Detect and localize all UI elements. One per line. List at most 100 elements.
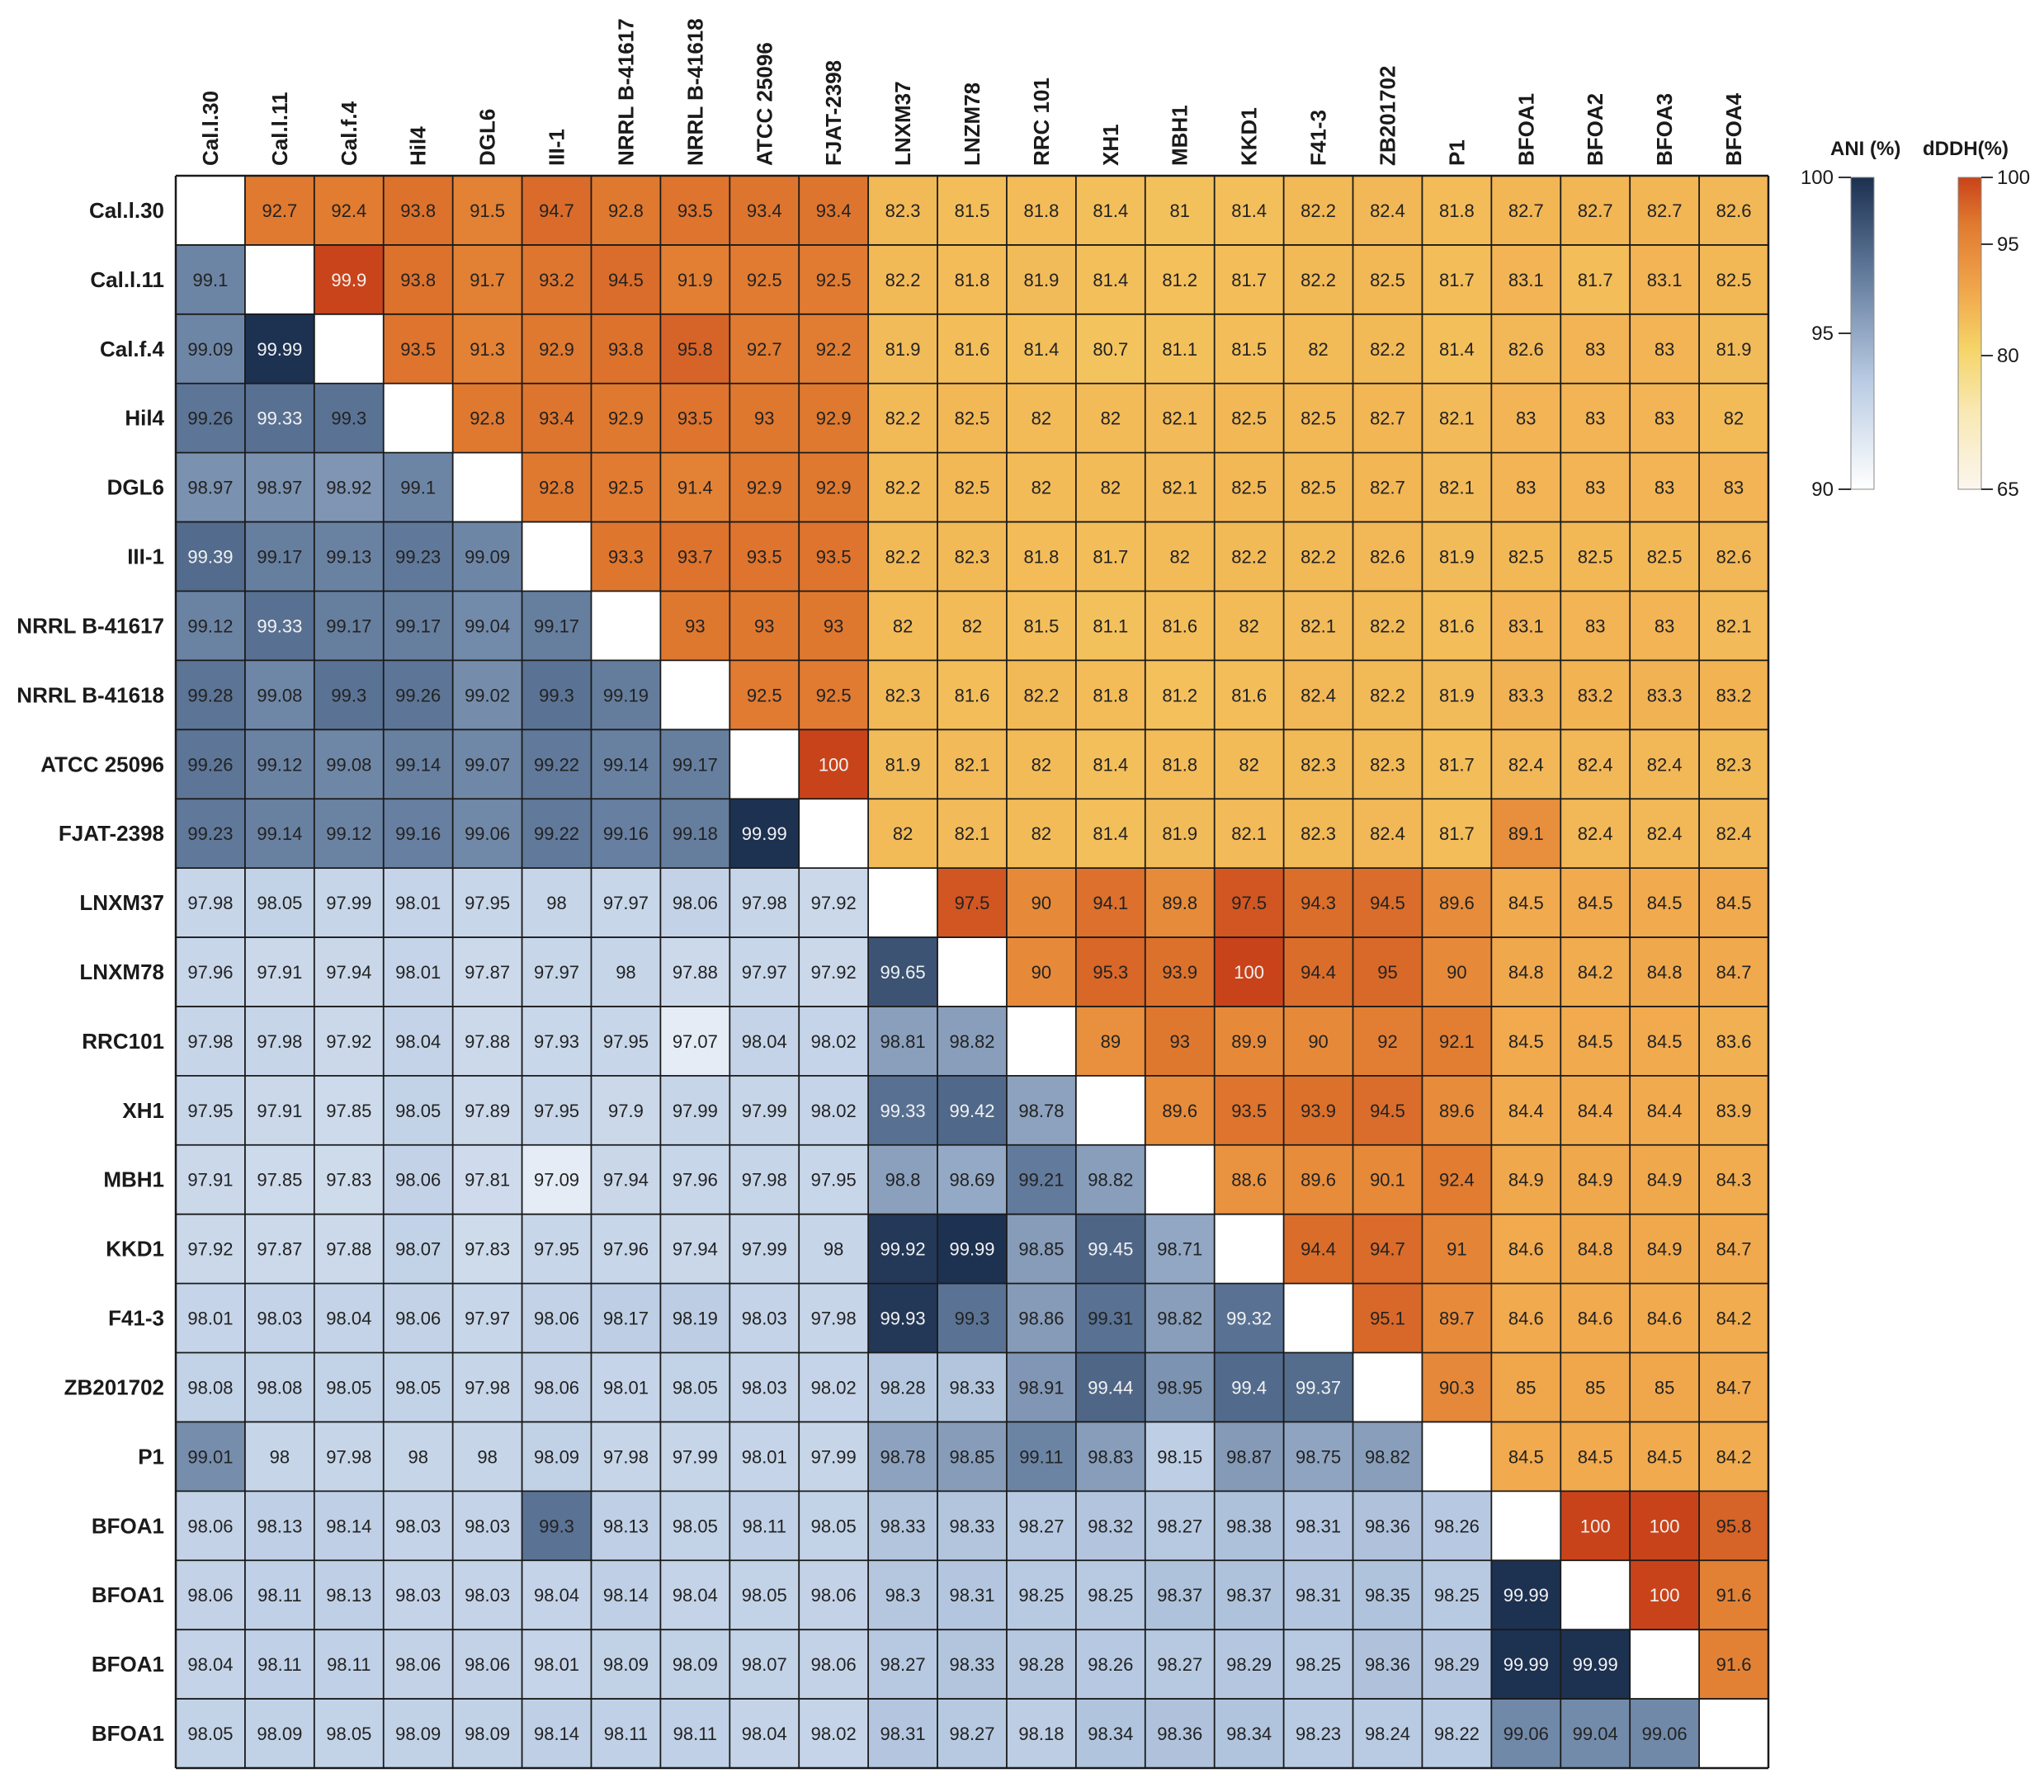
heatmap-cell	[452, 937, 522, 1007]
heatmap-cell	[1422, 1422, 1492, 1492]
heatmap-cell	[244, 660, 314, 730]
heatmap-cell	[1145, 1283, 1215, 1353]
heatmap-cell-value: 82.5	[1508, 547, 1544, 568]
heatmap-cell-value: 98.13	[326, 1585, 371, 1606]
heatmap-cell-value: 83.1	[1647, 270, 1683, 290]
heatmap-cell	[1075, 1422, 1145, 1492]
heatmap-cell-value: 91.4	[677, 478, 713, 498]
heatmap-cell	[1699, 1144, 1768, 1214]
heatmap-cell	[1630, 937, 1700, 1007]
heatmap-cell	[1145, 1699, 1215, 1768]
heatmap-cell	[383, 176, 453, 245]
heatmap-cell-value: 85	[1516, 1377, 1536, 1398]
heatmap-cell-value: 81.9	[1023, 270, 1059, 290]
ddh-tick-100: 100	[1997, 167, 2030, 189]
heatmap-cell-value: 98.05	[395, 1101, 441, 1121]
heatmap-cell-value: 92.5	[816, 685, 852, 705]
heatmap-cell	[383, 1699, 453, 1768]
heatmap-cell	[452, 1560, 522, 1630]
heatmap-cell-value: 98.23	[1296, 1724, 1341, 1744]
heatmap-cell	[799, 591, 869, 661]
heatmap-cell	[1283, 1144, 1353, 1214]
heatmap-cell-value: 99.01	[187, 1446, 233, 1467]
heatmap-cell	[176, 1283, 245, 1353]
heatmap-cell-value: 85	[1655, 1377, 1674, 1398]
heatmap-cell	[799, 1560, 869, 1630]
heatmap-cell-value: 81.9	[885, 339, 921, 360]
heatmap-cell-value: 98.82	[949, 1031, 994, 1052]
heatmap-cell	[1630, 1699, 1700, 1768]
heatmap-cell	[868, 1699, 938, 1768]
heatmap-cell	[868, 937, 938, 1007]
heatmap-cell	[314, 314, 384, 384]
heatmap-cell-value: 98.05	[811, 1516, 857, 1536]
heatmap-cell-value: 82	[1101, 408, 1121, 429]
heatmap-cell-value: 95	[1377, 962, 1397, 983]
heatmap-cell	[1630, 452, 1700, 522]
heatmap-cell-value: 93.2	[539, 270, 574, 290]
heatmap-cell	[1699, 868, 1768, 938]
heatmap-cell	[1560, 729, 1631, 799]
heatmap-cell	[1352, 176, 1423, 245]
heatmap-cell	[1422, 1283, 1492, 1353]
heatmap-cell	[1145, 383, 1215, 453]
heatmap-cell-value: 90.3	[1439, 1377, 1475, 1398]
heatmap-cell	[1491, 1629, 1561, 1700]
heatmap-cell	[314, 868, 384, 938]
heatmap-cell-value: 82.3	[955, 547, 990, 568]
heatmap-cell	[868, 799, 938, 869]
heatmap-cell	[522, 1144, 592, 1214]
heatmap-cell	[799, 660, 869, 730]
heatmap-cell-value: 100	[1650, 1516, 1680, 1536]
heatmap-cell	[1491, 1075, 1561, 1145]
heatmap-cell-value: 98	[616, 962, 635, 983]
heatmap-cell	[314, 1283, 384, 1353]
heatmap-cell	[1145, 591, 1215, 661]
heatmap-cell-value: 84.7	[1716, 962, 1752, 983]
heatmap-cell-value: 97.91	[257, 962, 302, 983]
heatmap-cell	[176, 799, 245, 869]
heatmap-cell-value: 98.03	[742, 1377, 787, 1398]
heatmap-cell-value: 82.7	[1370, 478, 1405, 498]
heatmap-cell	[868, 591, 938, 661]
heatmap-cell	[1630, 799, 1700, 869]
heatmap-cell-value: 83	[1585, 339, 1605, 360]
column-label: NRRL B-41617	[613, 18, 638, 166]
heatmap-cell-value: 92.7	[262, 200, 297, 221]
heatmap-cell-value: 98.13	[257, 1516, 302, 1536]
heatmap-cell-value: 84.6	[1578, 1309, 1613, 1329]
heatmap-cell	[383, 452, 453, 522]
heatmap-cell-value: 98.02	[811, 1377, 857, 1398]
heatmap-cell-value: 98.33	[949, 1516, 994, 1536]
heatmap-cell-value: 93.8	[400, 200, 436, 221]
heatmap-cell	[1075, 1491, 1145, 1561]
heatmap-cell-value: 93	[754, 408, 774, 429]
heatmap-cell-value: 90.1	[1370, 1170, 1405, 1191]
heatmap-cell	[176, 729, 245, 799]
heatmap-cell-value: 98.14	[534, 1724, 579, 1744]
heatmap-cell-value: 99.65	[880, 962, 926, 983]
heatmap-cell-value: 98.78	[880, 1446, 926, 1467]
heatmap-cell	[1560, 660, 1631, 730]
heatmap-cell	[1214, 937, 1284, 1007]
heatmap-cell-value: 84.4	[1578, 1101, 1613, 1121]
row-labels: Cal.l.30 Cal.l.11 Cal.f.4 Hil4 DGL6 III-1 NRRL…	[17, 198, 164, 1746]
heatmap-cell	[1075, 1006, 1145, 1076]
row-label: BFOA1	[92, 1721, 164, 1746]
heatmap-cell-value: 92.9	[608, 408, 644, 429]
heatmap-cell	[1630, 868, 1700, 938]
heatmap-cell-value: 98.32	[1088, 1516, 1133, 1536]
heatmap-cell	[1006, 1560, 1076, 1630]
heatmap-cell-value: 99.12	[257, 754, 302, 775]
heatmap-cell-value: 98.02	[811, 1724, 857, 1744]
heatmap-cell	[1422, 1352, 1492, 1422]
heatmap-cell	[244, 314, 314, 384]
heatmap-cell	[729, 937, 800, 1007]
heatmap-cell	[1560, 1629, 1631, 1700]
column-label: ATCC 25096	[752, 42, 777, 166]
heatmap-cell	[1075, 314, 1145, 384]
heatmap-cell	[1699, 1629, 1768, 1700]
ddh-tick-65: 65	[1997, 479, 2019, 501]
heatmap-cell-value: 93.4	[816, 200, 852, 221]
heatmap-cell-value: 99.21	[1018, 1170, 1064, 1191]
